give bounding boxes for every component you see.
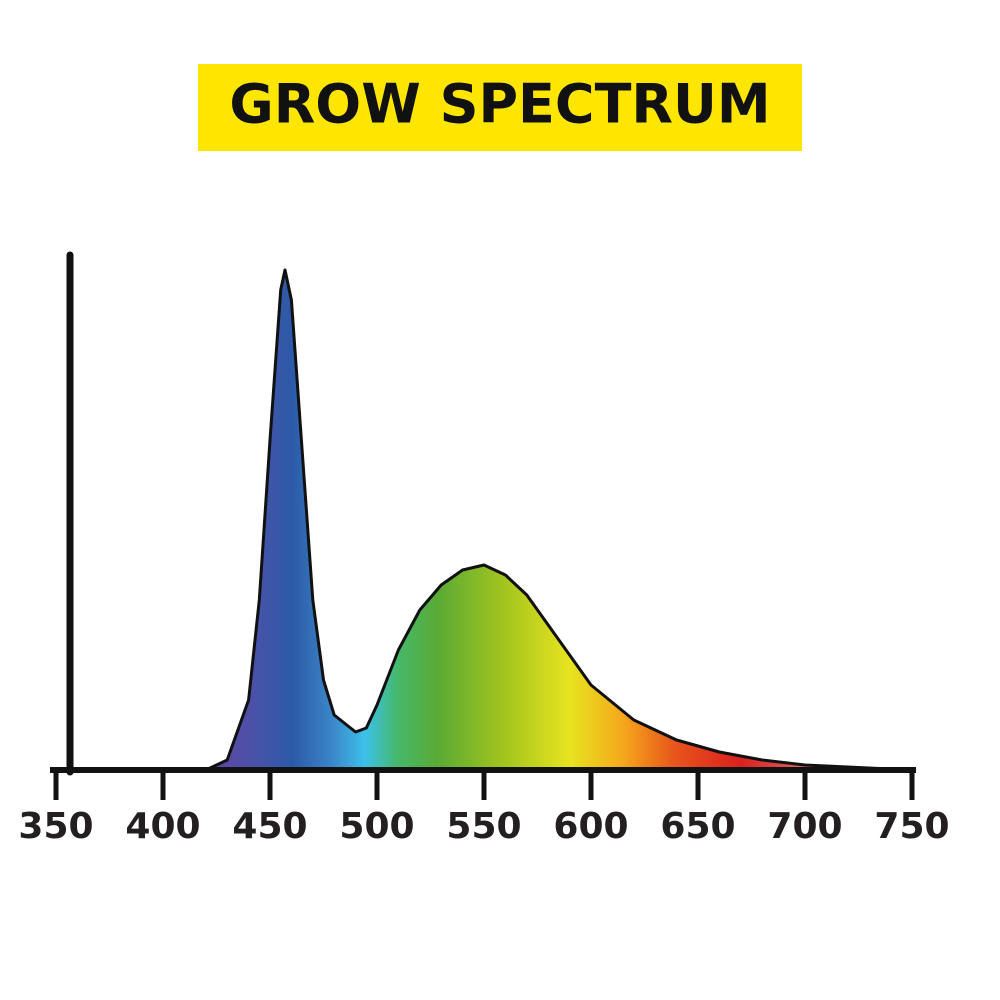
x-tick-label: 700 [767, 806, 842, 847]
x-tick-label: 750 [874, 806, 949, 847]
x-tick-label: 500 [339, 806, 414, 847]
x-tick-label: 650 [660, 806, 735, 847]
x-ticks: 350 400 450 500 550 600 650 700 750 [18, 770, 950, 847]
title-box [198, 64, 802, 151]
plot [204, 268, 893, 772]
spectrum-area [204, 268, 893, 772]
x-tick-label: 450 [232, 806, 307, 847]
x-tick-label: 600 [553, 806, 628, 847]
x-tick-label: 400 [125, 806, 200, 847]
chart-title: GROW SPECTRUM [229, 73, 770, 136]
x-tick-label: 550 [446, 806, 521, 847]
x-tick-label: 350 [18, 806, 93, 847]
